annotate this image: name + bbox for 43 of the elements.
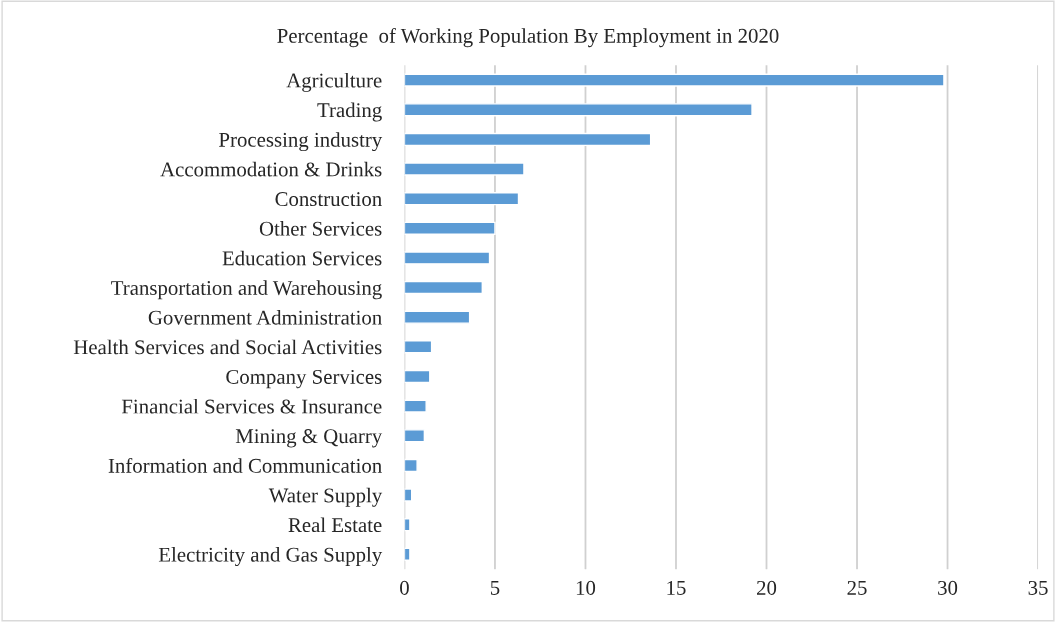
x-tick-label: 25: [847, 580, 867, 595]
bar: [404, 221, 496, 235]
y-tick-label: Water Supply: [268, 487, 383, 507]
y-tick-label: Construction: [275, 192, 382, 207]
bar: [404, 340, 433, 354]
chart-title: Percentage of Working Population By Employment in 2020: [277, 27, 779, 48]
bar: [404, 458, 418, 473]
y-tick-label: Transportation and Warehousing: [111, 280, 382, 300]
y-tick-label: Government Administration: [148, 309, 382, 325]
y-tick-label: Information and Communication: [108, 457, 382, 473]
bar: [404, 132, 652, 147]
x-tick-label: 20: [757, 580, 777, 595]
x-tick-label: 5: [490, 581, 500, 595]
y-tick-label: Company Services: [226, 369, 382, 389]
y-tick-label: Electricity and Gas Supply: [158, 547, 383, 567]
bar: [404, 73, 945, 87]
x-tick-label: 15: [667, 580, 686, 595]
bar: [404, 103, 753, 117]
bar: [404, 429, 426, 443]
x-tick-label: 35: [1028, 580, 1048, 595]
y-tick-label: Trading: [317, 102, 382, 122]
bar: [404, 369, 431, 384]
y-tick-label: Financial Services & Insurance: [121, 398, 382, 414]
y-tick-label: Other Services: [259, 221, 382, 236]
y-tick-label: Mining & Quarry: [235, 429, 383, 448]
x-tick-label: 0: [400, 580, 409, 595]
bar: [404, 518, 411, 532]
y-tick-label: Agriculture: [286, 72, 382, 92]
y-tick-label: Accommodation & Drinks: [160, 161, 382, 177]
bar: [404, 547, 411, 561]
bar: [404, 192, 520, 206]
bar: [404, 399, 427, 413]
bar: [404, 488, 413, 502]
y-tick-label: Real Estate: [288, 517, 382, 533]
x-tick-label: 10: [576, 580, 596, 595]
y-tick-label: Health Services and Social Activities: [73, 339, 382, 355]
bar: [404, 310, 471, 324]
x-tick-label: 30: [938, 580, 958, 595]
bar: [404, 162, 525, 176]
bar: [404, 280, 483, 295]
y-tick-label: Education Services: [222, 250, 382, 266]
y-tick-label: Processing industry: [219, 132, 383, 152]
bar: [404, 251, 491, 265]
